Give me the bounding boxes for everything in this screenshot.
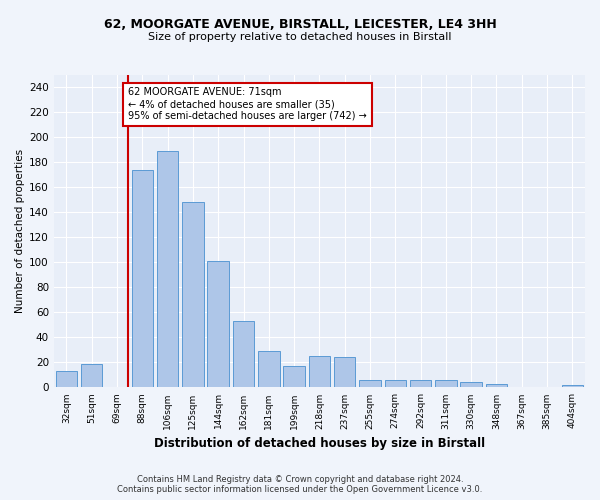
Bar <box>562 385 583 388</box>
Bar <box>182 202 203 388</box>
Bar <box>157 151 178 388</box>
Bar <box>233 321 254 388</box>
Bar <box>283 366 305 388</box>
Text: 62 MOORGATE AVENUE: 71sqm
← 4% of detached houses are smaller (35)
95% of semi-d: 62 MOORGATE AVENUE: 71sqm ← 4% of detach… <box>128 88 367 120</box>
Bar <box>131 170 153 388</box>
Bar <box>56 371 77 388</box>
Bar <box>258 351 280 388</box>
Bar <box>334 358 355 388</box>
Text: Size of property relative to detached houses in Birstall: Size of property relative to detached ho… <box>148 32 452 42</box>
Y-axis label: Number of detached properties: Number of detached properties <box>15 149 25 314</box>
Bar <box>435 380 457 388</box>
Bar <box>460 382 482 388</box>
Bar <box>486 384 507 388</box>
Bar <box>410 380 431 388</box>
Bar <box>208 261 229 388</box>
Bar <box>81 364 103 388</box>
X-axis label: Distribution of detached houses by size in Birstall: Distribution of detached houses by size … <box>154 437 485 450</box>
Bar <box>385 380 406 388</box>
Text: Contains public sector information licensed under the Open Government Licence v3: Contains public sector information licen… <box>118 485 482 494</box>
Text: 62, MOORGATE AVENUE, BIRSTALL, LEICESTER, LE4 3HH: 62, MOORGATE AVENUE, BIRSTALL, LEICESTER… <box>104 18 496 30</box>
Bar <box>359 380 381 388</box>
Text: Contains HM Land Registry data © Crown copyright and database right 2024.: Contains HM Land Registry data © Crown c… <box>137 475 463 484</box>
Bar <box>308 356 330 388</box>
